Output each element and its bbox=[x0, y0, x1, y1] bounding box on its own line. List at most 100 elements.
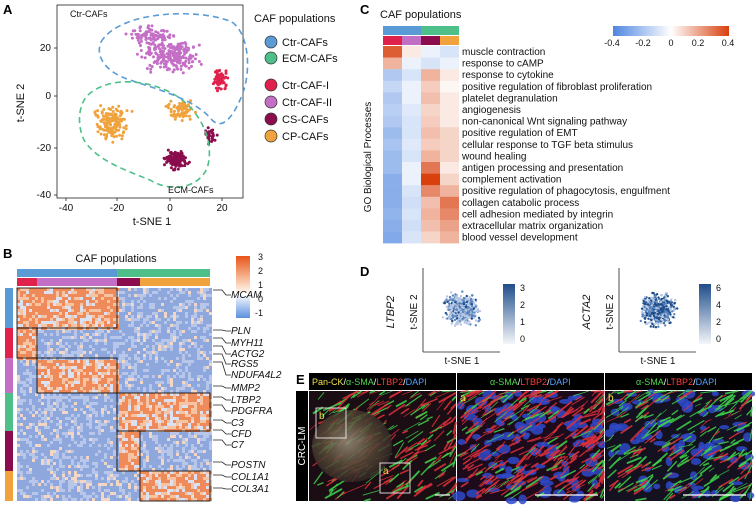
colorbar-tick: 0 bbox=[716, 334, 721, 344]
feature-point bbox=[468, 313, 471, 317]
feature-point bbox=[665, 305, 668, 308]
scatter-point bbox=[172, 63, 176, 67]
gene-label: MMP2 bbox=[231, 383, 260, 394]
heatmap-cell bbox=[440, 150, 459, 163]
feature-point bbox=[647, 317, 650, 320]
heatmap-cell bbox=[402, 46, 421, 58]
feature-point bbox=[471, 294, 474, 297]
scatter-point bbox=[115, 118, 119, 122]
feature-point bbox=[455, 321, 458, 324]
heatmap-cell bbox=[402, 92, 421, 105]
feature-point bbox=[445, 295, 449, 298]
scatter-point bbox=[211, 82, 215, 86]
colorbar-tick: 0 bbox=[258, 294, 263, 304]
feature-point bbox=[451, 319, 454, 322]
scatter-point bbox=[169, 49, 173, 53]
feature-point bbox=[663, 294, 667, 297]
scatter-point bbox=[158, 35, 162, 39]
heatmap-cell bbox=[402, 185, 421, 197]
scatter-point bbox=[187, 61, 191, 65]
scatter-point bbox=[176, 42, 180, 46]
scatter-point bbox=[106, 129, 110, 133]
heatmap-cell bbox=[383, 231, 402, 244]
feature-point bbox=[654, 326, 658, 329]
scatter-point bbox=[144, 38, 148, 41]
feature-point bbox=[655, 293, 659, 296]
legend-swatch bbox=[264, 95, 278, 109]
feature-point bbox=[643, 305, 646, 309]
scatter-point bbox=[155, 62, 159, 66]
feature-point bbox=[455, 308, 459, 311]
feature-point bbox=[451, 303, 455, 306]
feature-point bbox=[459, 294, 463, 298]
go-term-label: positive regulation of EMT bbox=[462, 128, 578, 139]
y-axis-label: GO Biological Processes bbox=[363, 102, 374, 213]
scatter-point bbox=[165, 60, 169, 64]
heatmap-cell bbox=[421, 92, 440, 105]
scatter-point bbox=[167, 54, 171, 58]
scatter-point bbox=[190, 64, 193, 68]
scatter-point bbox=[184, 56, 188, 60]
scatter-point bbox=[182, 113, 186, 117]
scatter-point bbox=[140, 55, 144, 59]
scatter-point bbox=[209, 129, 213, 133]
y-axis-label: t-SNE 2 bbox=[15, 84, 27, 123]
scatter-point bbox=[178, 114, 182, 118]
feature-point bbox=[445, 305, 449, 309]
scatter-point bbox=[154, 51, 158, 55]
scatter-point bbox=[173, 109, 176, 113]
scatter-point bbox=[139, 37, 143, 40]
legend-label: CP-CAFs bbox=[282, 131, 329, 143]
scatter-point bbox=[178, 102, 182, 105]
ecm-cafs-outline bbox=[78, 81, 211, 189]
heatmap-cell bbox=[421, 115, 440, 128]
heatmap-cell bbox=[383, 196, 402, 209]
scatter-point bbox=[118, 133, 122, 137]
feature-point bbox=[471, 305, 474, 308]
feature-point bbox=[639, 319, 642, 323]
feature-point bbox=[657, 325, 660, 328]
feature-point bbox=[449, 291, 453, 294]
scatter-point bbox=[179, 64, 183, 68]
feature-point bbox=[455, 295, 458, 298]
panel-b-label: B bbox=[3, 246, 12, 261]
feature-point bbox=[672, 307, 676, 311]
scatter-point bbox=[218, 79, 222, 83]
scatter-point bbox=[118, 114, 122, 118]
scatter-point bbox=[170, 163, 174, 167]
heatmap-cell bbox=[421, 104, 440, 116]
scatter-point bbox=[150, 28, 154, 32]
feature-point bbox=[453, 318, 457, 322]
feature-point bbox=[656, 317, 659, 320]
heatmap-cell bbox=[440, 115, 459, 128]
x-tick-label: -20 bbox=[110, 203, 125, 214]
feature-point bbox=[468, 310, 471, 313]
scatter-point bbox=[184, 50, 188, 54]
x-tick-label: 0 bbox=[167, 203, 173, 214]
heatmap-cell bbox=[421, 69, 440, 81]
scatter-point bbox=[180, 111, 184, 115]
feature-point bbox=[671, 310, 674, 313]
feature-point bbox=[445, 313, 449, 316]
scatter-point bbox=[145, 31, 148, 35]
scatter-point bbox=[217, 82, 221, 85]
feature-point bbox=[648, 297, 651, 300]
scatter-point bbox=[120, 137, 124, 141]
scatter-point bbox=[210, 136, 214, 139]
feature-point bbox=[448, 316, 451, 320]
colorbar-tick: 2 bbox=[520, 300, 525, 310]
inset-label-a: a bbox=[383, 466, 389, 477]
feature-point bbox=[472, 316, 476, 320]
feature-point bbox=[648, 305, 651, 309]
feature-point bbox=[449, 311, 452, 314]
colorbar bbox=[236, 256, 250, 318]
feature-point bbox=[656, 322, 660, 326]
feature-point bbox=[647, 321, 651, 324]
feature-point bbox=[640, 307, 644, 310]
scatter-point bbox=[187, 66, 191, 70]
scatter-point bbox=[176, 162, 180, 166]
scatter-point bbox=[142, 32, 146, 36]
feature-point bbox=[658, 316, 661, 319]
heatmap-cell bbox=[440, 231, 459, 244]
scatter-point bbox=[160, 41, 164, 45]
